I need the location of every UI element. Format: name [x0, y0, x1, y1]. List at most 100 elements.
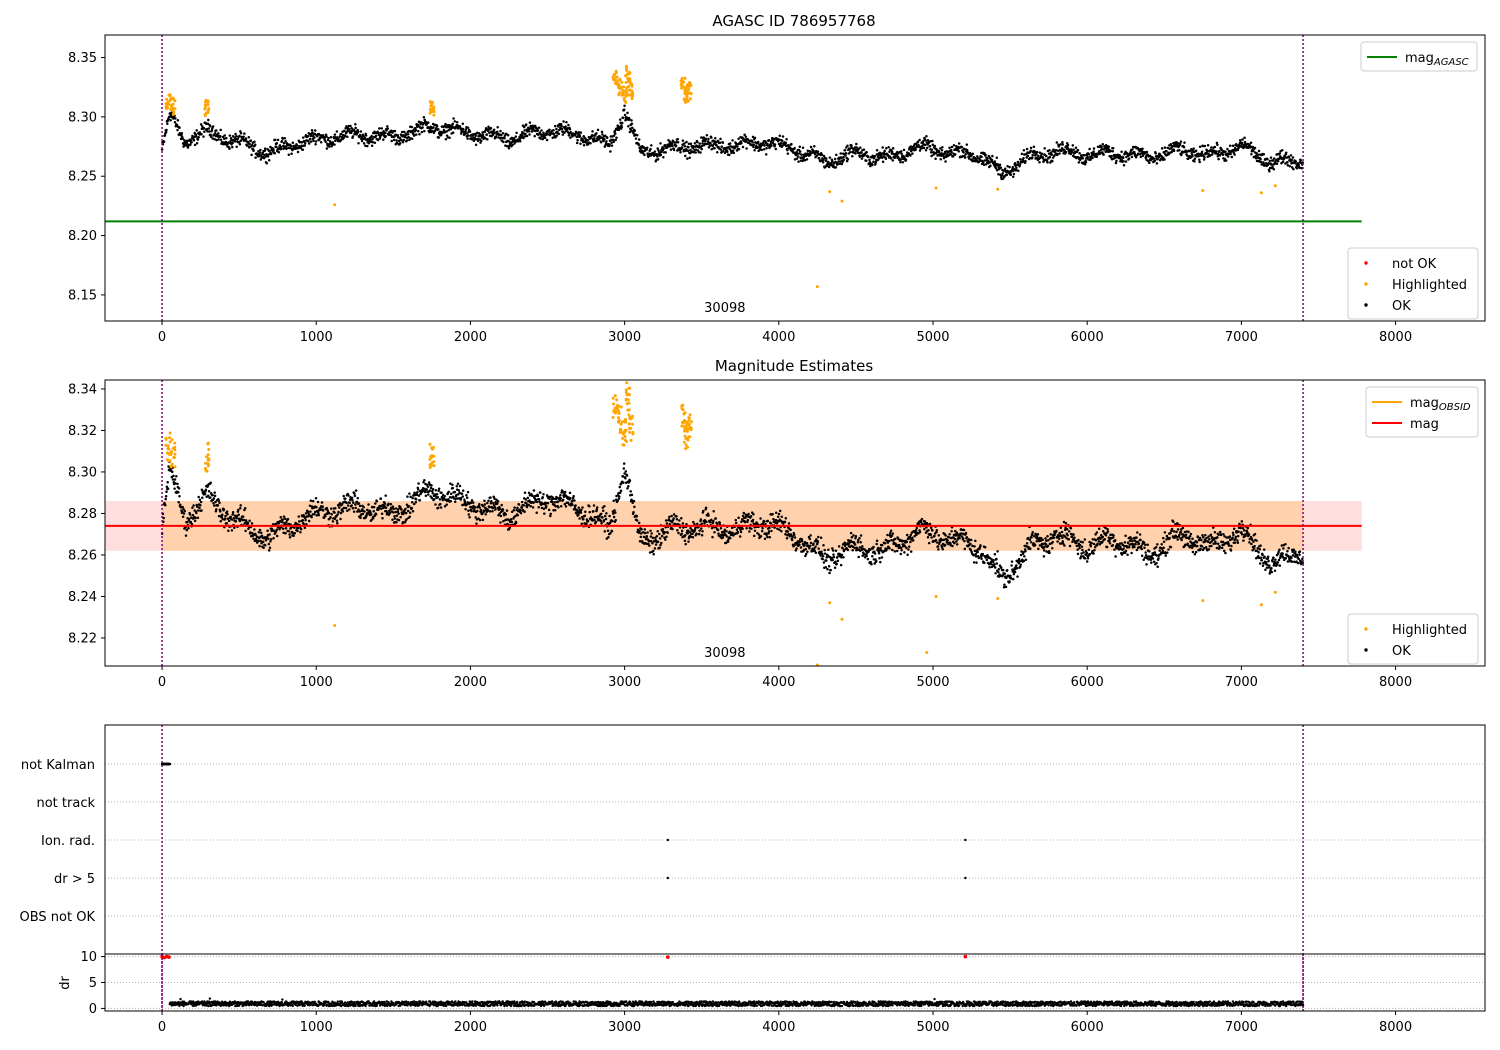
ok-point	[348, 501, 351, 504]
ok-point	[604, 517, 608, 521]
ok-point	[552, 128, 555, 132]
ok-point	[1256, 153, 1260, 156]
ok-point	[367, 503, 370, 506]
ok-point	[931, 143, 935, 146]
ok-point	[223, 134, 226, 137]
ok-point	[930, 154, 933, 158]
ok-point	[757, 533, 761, 536]
ok-point	[392, 511, 395, 514]
ok-point	[310, 129, 314, 132]
ok-point	[674, 144, 678, 148]
ok-point	[416, 490, 419, 494]
ok-point	[460, 492, 464, 496]
ok-point	[343, 129, 346, 133]
ok-point	[200, 132, 203, 136]
ok-point	[599, 512, 603, 516]
ok-point	[474, 134, 477, 137]
ok-point	[195, 135, 198, 138]
ok-point	[833, 157, 837, 161]
highlighted-point	[688, 91, 692, 95]
ok-point	[614, 132, 617, 135]
ok-point	[207, 127, 210, 130]
ok-point	[189, 143, 192, 146]
ok-point	[380, 512, 384, 515]
ok-point	[443, 504, 447, 508]
ok-point	[253, 143, 257, 146]
ok-point	[1074, 146, 1078, 149]
ok-point	[822, 543, 825, 547]
ok-point	[268, 149, 271, 153]
ok-point	[506, 133, 510, 137]
ok-point	[514, 521, 518, 525]
ok-point	[925, 146, 929, 150]
ok-point	[586, 139, 589, 142]
ok-point	[530, 130, 534, 133]
ok-point	[1114, 161, 1118, 165]
ok-point	[656, 147, 659, 150]
ok-point	[327, 136, 330, 140]
ok-point	[458, 491, 461, 495]
ok-point	[820, 550, 823, 554]
ok-point	[776, 515, 780, 519]
ok-point	[569, 497, 572, 500]
ok-point	[752, 513, 755, 516]
ok-point	[381, 517, 384, 520]
ok-point	[870, 563, 873, 566]
ok-point	[571, 503, 574, 506]
ok-point	[837, 545, 841, 548]
ok-point	[307, 519, 311, 523]
ok-point	[639, 535, 643, 539]
ok-point	[1101, 142, 1105, 146]
ok-point	[557, 505, 560, 509]
ok-point	[814, 545, 817, 548]
ok-point	[217, 514, 221, 518]
ok-point	[198, 498, 202, 501]
ok-point	[612, 140, 615, 144]
ok-point	[288, 533, 291, 536]
ok-point	[778, 528, 781, 531]
ok-point	[624, 470, 628, 473]
ok-point	[380, 507, 383, 510]
ok-point	[879, 547, 882, 550]
highlighted-point	[428, 108, 432, 112]
ok-point	[1091, 156, 1094, 160]
ok-point	[476, 139, 480, 143]
ok-point	[778, 138, 781, 142]
ok-point	[713, 146, 716, 150]
ok-point	[494, 135, 498, 139]
ok-point	[853, 543, 857, 546]
ok-point	[790, 538, 794, 542]
ok-point	[786, 148, 789, 152]
ok-point	[471, 134, 475, 137]
ok-point	[1008, 165, 1011, 169]
ok-point	[679, 151, 682, 154]
ok-point	[464, 508, 467, 511]
ok-point	[386, 127, 389, 130]
ok-point	[496, 125, 499, 129]
ok-point	[1056, 153, 1059, 156]
ok-point	[1022, 156, 1025, 160]
ok-point	[357, 142, 360, 145]
highlighted-point	[611, 77, 615, 81]
ok-point	[432, 126, 435, 129]
ok-point	[380, 127, 383, 130]
ok-point	[707, 137, 710, 141]
ok-point	[363, 136, 367, 140]
highlighted-point	[432, 113, 436, 117]
ok-point	[656, 530, 659, 533]
ok-point	[510, 520, 514, 524]
ok-point	[553, 124, 557, 128]
ok-point	[1295, 166, 1299, 170]
ok-point	[622, 481, 625, 484]
ok-point	[353, 492, 356, 495]
ok-point	[1032, 145, 1036, 149]
ok-point	[778, 134, 782, 138]
ok-point	[960, 145, 964, 149]
ok-point	[821, 552, 824, 556]
highlighted-point	[686, 87, 690, 91]
ok-point	[809, 541, 813, 545]
ok-point	[191, 506, 194, 510]
ok-point	[1119, 156, 1123, 159]
ok-point	[773, 143, 777, 146]
ok-point	[320, 501, 324, 504]
